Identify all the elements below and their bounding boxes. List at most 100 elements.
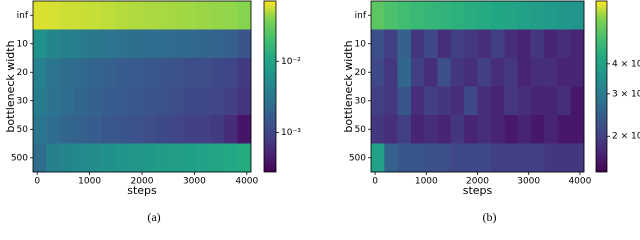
heatmap-cell xyxy=(570,143,585,173)
heatmap-cell xyxy=(504,143,518,173)
heatmap-cell xyxy=(530,29,545,59)
heatmap-cell xyxy=(142,115,156,144)
heatmap-cell xyxy=(142,86,156,116)
heatmap-cell xyxy=(128,1,143,30)
heatmap-cell xyxy=(33,1,47,30)
heatmap-cell xyxy=(114,29,129,59)
heatmap-cell xyxy=(410,1,425,30)
heatmap-cell xyxy=(182,58,197,87)
heatmap-cell xyxy=(155,86,170,116)
heatmap-cell xyxy=(517,29,532,59)
heatmap-cell xyxy=(155,115,170,144)
x-tick-label: 2000 xyxy=(466,177,489,187)
heatmap-cell xyxy=(128,143,143,173)
heatmap-cell xyxy=(530,58,545,87)
heatmap-cell xyxy=(570,29,585,59)
heatmap-cell xyxy=(424,1,438,30)
heatmap-cell xyxy=(371,58,385,87)
heatmap-cell xyxy=(504,115,518,144)
heatmap-cell xyxy=(371,115,385,144)
y-axis-label: bottleneck width xyxy=(4,40,17,132)
heatmap-cell xyxy=(33,29,47,59)
heatmap-cell xyxy=(424,29,438,59)
heatmap-cell xyxy=(477,1,492,30)
heatmap-cell xyxy=(530,86,545,116)
heatmap-cell xyxy=(196,115,211,144)
heatmap-cell xyxy=(397,86,412,116)
heatmap-cell xyxy=(101,115,116,144)
heatmap-cell xyxy=(450,1,465,30)
heatmap-cell xyxy=(371,143,385,173)
y-tick-label: 50 xyxy=(355,125,367,135)
heatmap-cell xyxy=(114,86,129,116)
heatmap-cell xyxy=(114,143,129,173)
heatmap-cell xyxy=(437,143,452,173)
heatmap-cell xyxy=(464,86,478,116)
heatmap-cell xyxy=(410,143,425,173)
heatmap-cell xyxy=(570,86,585,116)
heatmap-cell xyxy=(384,58,398,87)
heatmap-cell xyxy=(60,58,75,87)
heatmap-cell xyxy=(87,86,102,116)
heatmap-cell xyxy=(371,86,385,116)
heatmap-cell xyxy=(223,29,238,59)
heatmap-cell xyxy=(397,58,412,87)
heatmap-cell xyxy=(384,115,398,144)
heatmap-cell xyxy=(490,115,505,144)
heatmap-cell xyxy=(477,143,492,173)
heatmap-cell xyxy=(87,1,102,30)
heatmap-cell xyxy=(557,1,571,30)
x-tick-label: 0 xyxy=(34,177,40,187)
heatmap-cell xyxy=(114,1,129,30)
heatmap-cell xyxy=(410,58,425,87)
heatmap-cell xyxy=(210,58,225,87)
heatmap-cell xyxy=(223,58,238,87)
heatmap-cell xyxy=(142,58,156,87)
heatmap-cell xyxy=(530,143,545,173)
heatmap-cell xyxy=(384,143,398,173)
colorbar-tick-label: 4 × 10⁻² xyxy=(612,59,640,69)
heatmap-cell xyxy=(544,29,558,59)
heatmap-cell xyxy=(517,1,532,30)
heatmap-cell xyxy=(490,1,505,30)
heatmap-cell xyxy=(223,115,238,144)
colorbar xyxy=(595,0,608,173)
x-tick-label: 1000 xyxy=(78,177,101,187)
heatmap-cell xyxy=(73,1,88,30)
heatmap-cell xyxy=(384,86,398,116)
heatmap-cell xyxy=(384,29,398,59)
heatmap-cell xyxy=(237,1,252,30)
heatmap-cell xyxy=(517,86,532,116)
heatmap-cell xyxy=(210,115,225,144)
heatmap-cell xyxy=(87,58,102,87)
heatmap-cell xyxy=(142,1,156,30)
heatmap-cell xyxy=(544,86,558,116)
heatmap-cell xyxy=(437,1,452,30)
heatmap-cell xyxy=(60,143,75,173)
heatmap-cell xyxy=(169,143,184,173)
heatmap-cell xyxy=(142,143,156,173)
heatmap-cell xyxy=(60,86,75,116)
heatmap-cell xyxy=(60,115,75,144)
heatmap-cell xyxy=(182,29,197,59)
heatmap-cell xyxy=(73,115,88,144)
heatmap-cell xyxy=(196,1,211,30)
heatmap-cell xyxy=(517,115,532,144)
heatmap-cell xyxy=(464,143,478,173)
heatmap-cell xyxy=(517,143,532,173)
y-tick-label: 10 xyxy=(355,39,367,49)
y-tick-label: 30 xyxy=(355,96,367,106)
x-axis-label: steps xyxy=(127,184,157,197)
y-tick-label: 500 xyxy=(349,153,366,163)
heatmap-cell xyxy=(182,115,197,144)
heatmap-cell xyxy=(46,1,61,30)
heatmap-cell xyxy=(128,58,143,87)
heatmap-cell xyxy=(371,1,385,30)
heatmap-cell xyxy=(477,86,492,116)
heatmap-cell xyxy=(46,143,61,173)
heatmap-cell xyxy=(237,115,252,144)
heatmap-cell xyxy=(73,143,88,173)
heatmap-cell xyxy=(114,58,129,87)
heatmap-cell xyxy=(33,143,47,173)
heatmap-cell xyxy=(237,143,252,173)
